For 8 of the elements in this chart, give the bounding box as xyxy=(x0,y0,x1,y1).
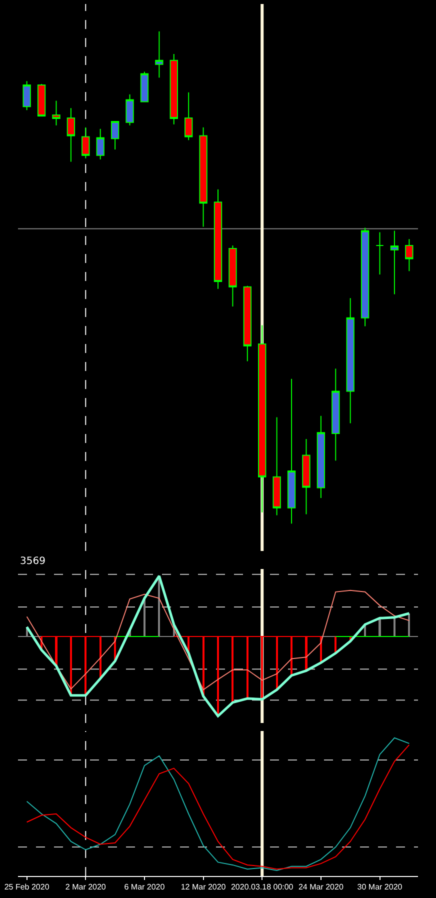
text: 3569 xyxy=(20,556,46,567)
x-tick-label: 12 Mar 2020 xyxy=(180,882,226,892)
x-tick-label: 2 Mar 2020 xyxy=(65,882,106,892)
x-tick-label: 2020.03.18 00:00 xyxy=(230,882,294,892)
x-tick-label: 30 Mar 2020 xyxy=(357,882,403,892)
x-tick-label: 24 Mar 2020 xyxy=(298,882,344,892)
x-tick-label: 25 Feb 2020 xyxy=(4,882,50,892)
x-tick-label: 6 Mar 2020 xyxy=(124,882,166,892)
